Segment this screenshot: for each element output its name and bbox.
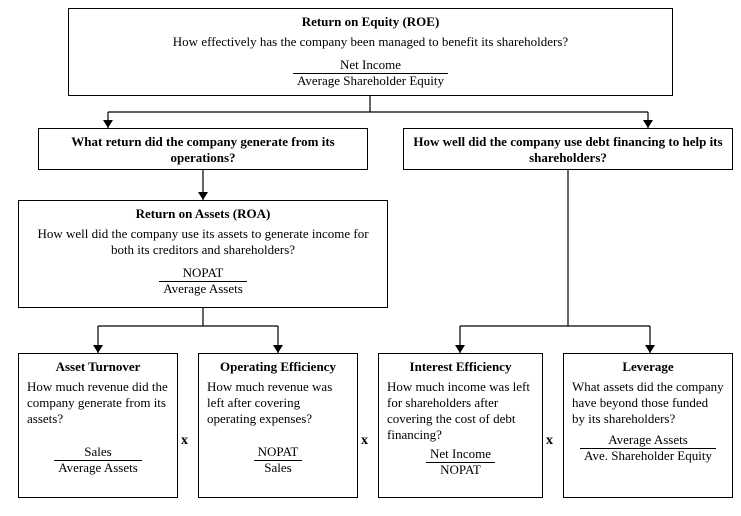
roe-question: How effectively has the company been man… <box>77 34 664 50</box>
node-interest-efficiency: Interest Efficiency How much income was … <box>378 353 543 498</box>
node-debt-question: How well did the company use debt financ… <box>403 128 733 170</box>
asset-turnover-formula: Sales Average Assets <box>54 445 142 476</box>
node-roa: Return on Assets (ROA) How well did the … <box>18 200 388 308</box>
node-leverage: Leverage What assets did the company hav… <box>563 353 733 498</box>
leverage-formula: Average Assets Ave. Shareholder Equity <box>580 433 716 464</box>
multiply-symbol-2: x <box>361 433 368 449</box>
int-eff-question: How much income was left for shareholder… <box>387 379 534 443</box>
asset-turnover-title: Asset Turnover <box>27 359 169 375</box>
leverage-title: Leverage <box>572 359 724 375</box>
diagram-container: Return on Equity (ROE) How effectively h… <box>8 8 733 508</box>
roe-title: Return on Equity (ROE) <box>77 14 664 30</box>
node-asset-turnover: Asset Turnover How much revenue did the … <box>18 353 178 498</box>
multiply-symbol-1: x <box>181 433 188 449</box>
op-eff-question: How much revenue was left after covering… <box>207 379 349 427</box>
node-roe: Return on Equity (ROE) How effectively h… <box>68 8 673 96</box>
node-operating-efficiency: Operating Efficiency How much revenue wa… <box>198 353 358 498</box>
operations-question-text: What return did the company generate fro… <box>47 134 359 166</box>
node-operations-question: What return did the company generate fro… <box>38 128 368 170</box>
int-eff-title: Interest Efficiency <box>387 359 534 375</box>
leverage-question: What assets did the company have beyond … <box>572 379 724 427</box>
asset-turnover-question: How much revenue did the company generat… <box>27 379 169 427</box>
roe-formula: Net Income Average Shareholder Equity <box>293 58 448 89</box>
debt-question-text: How well did the company use debt financ… <box>412 134 724 166</box>
op-eff-formula: NOPAT Sales <box>254 445 303 476</box>
roa-formula: NOPAT Average Assets <box>159 266 247 297</box>
int-eff-formula: Net Income NOPAT <box>426 447 495 478</box>
roa-title: Return on Assets (ROA) <box>27 206 379 222</box>
op-eff-title: Operating Efficiency <box>207 359 349 375</box>
roa-question: How well did the company use its assets … <box>27 226 379 258</box>
multiply-symbol-3: x <box>546 433 553 449</box>
